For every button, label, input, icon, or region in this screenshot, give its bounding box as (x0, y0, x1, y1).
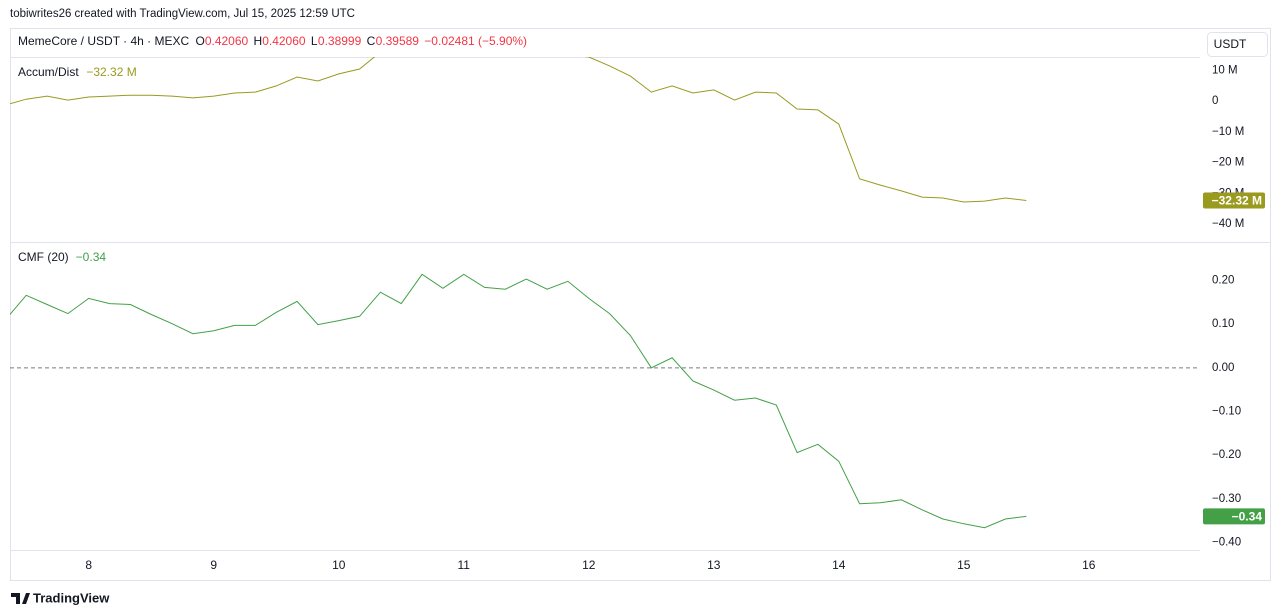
brand: TradingView (33, 590, 110, 605)
y-tick-label: 0 (1212, 95, 1218, 107)
indicator-title: CMF (20) (18, 250, 69, 264)
ohlc-key: C (367, 34, 376, 48)
ohlc-value: 0.38999 (318, 34, 362, 48)
y-tick-label: 0.20 (1212, 274, 1234, 286)
y-tick-label: −20 M (1212, 157, 1244, 169)
y-tick-label: −40 M (1212, 218, 1244, 230)
frame (10, 28, 1271, 581)
pane-plot (10, 57, 1027, 203)
ohlc-value: 0.42060 (205, 34, 249, 48)
indicator-line (10, 273, 1027, 529)
change: −0.02481 (−5.90%) (424, 34, 527, 48)
last-value-badge (1203, 508, 1265, 525)
x-tick-label: 16 (1082, 558, 1096, 572)
y-tick-label: −0.30 (1212, 493, 1241, 505)
y-tick-label: −0.40 (1212, 537, 1241, 549)
indicator-value: −32.32 M (86, 65, 136, 79)
symbol: MemeCore / USDT · 4h · MEXC (18, 34, 189, 48)
symbol-header: MemeCore / USDT · 4h · MEXC (18, 34, 189, 48)
ohlc-key: L (311, 34, 318, 48)
x-tick-label: 9 (210, 558, 217, 572)
ohlc-value: 0.42060 (262, 34, 306, 48)
pane-plot (10, 273, 1027, 529)
y-tick-label: 0.10 (1212, 318, 1234, 330)
y-tick-label: −0.10 (1212, 406, 1241, 418)
last-value-label: −32.32 M (1212, 194, 1262, 208)
ohlc-key: O (195, 34, 204, 48)
last-value-label: −0.34 (1232, 510, 1263, 524)
ohlc-value: 0.39589 (376, 34, 420, 48)
indicator-title: Accum/Dist (18, 65, 79, 79)
last-value-badge (1203, 192, 1265, 209)
x-tick-label: 12 (582, 558, 596, 572)
ohlc-key: H (254, 34, 263, 48)
y-tick-label: −10 M (1212, 126, 1244, 138)
currency-button[interactable] (1207, 32, 1268, 57)
currency[interactable]: USDT (1214, 37, 1247, 51)
credit: tobiwrites26 created with TradingView.co… (10, 8, 355, 20)
x-tick-label: 8 (85, 558, 92, 572)
x-tick-label: 13 (707, 558, 721, 572)
x-tick-label: 15 (957, 558, 971, 572)
indicator-line (10, 57, 1027, 203)
x-tick-label: 11 (458, 558, 471, 572)
indicator-value: −0.34 (76, 250, 107, 264)
y-tick-label: 0.00 (1212, 362, 1234, 374)
x-tick-label: 14 (832, 558, 846, 572)
y-tick-label: −0.20 (1212, 449, 1241, 461)
y-tick-label: 10 M (1212, 64, 1238, 76)
brand-logo (11, 593, 30, 604)
x-tick-label: 10 (332, 558, 346, 572)
